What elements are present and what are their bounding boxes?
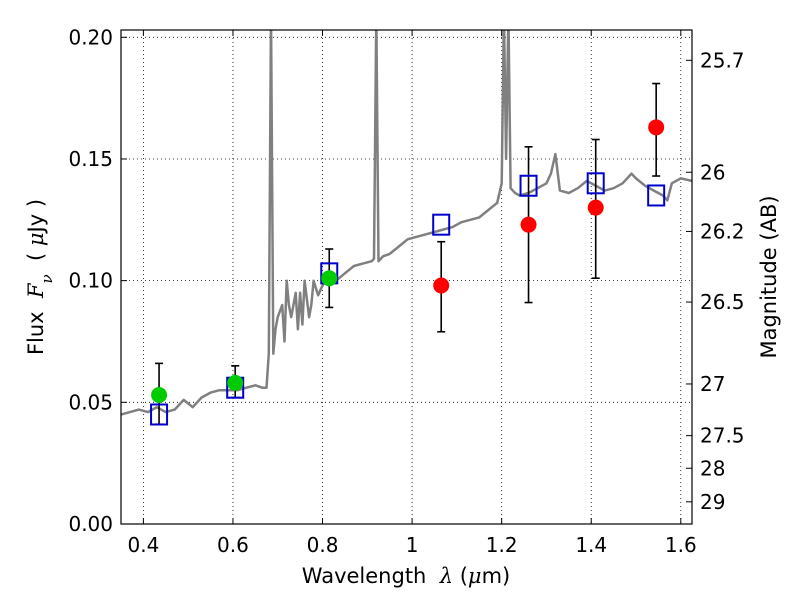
y-right-tick-label: 27 — [700, 372, 725, 396]
optical-observed-point — [151, 387, 168, 404]
x-tick-label: 0.6 — [217, 533, 249, 557]
ticks — [121, 30, 692, 525]
y-axis-nu: ν — [38, 274, 56, 283]
y-axis-title-text: Flux — [24, 298, 48, 355]
y-axis-paren-open: ( — [24, 246, 48, 274]
y-tick-label: 0.20 — [68, 25, 113, 49]
x-tick-label: 0.4 — [127, 533, 159, 557]
x-tick-label: 1.2 — [486, 533, 518, 557]
nir-observed-point — [648, 119, 665, 136]
plot-background — [121, 30, 692, 524]
y-right-tick-label: 25.7 — [700, 48, 745, 72]
y-tick-label: 0.00 — [68, 512, 113, 536]
y-right-axis-title: Magnitude (AB) — [757, 195, 781, 358]
optical-observed-point — [321, 270, 338, 287]
y-tick-label: 0.10 — [68, 269, 113, 293]
y-tick-label: 0.15 — [68, 147, 113, 171]
model-square-point — [432, 213, 451, 236]
y-right-tick-label: 26.2 — [700, 219, 745, 243]
model-square-point — [150, 403, 169, 426]
x-axis-title: Wavelength λ (μm) — [302, 564, 510, 588]
optical-observed-point — [227, 374, 244, 391]
nir-observed-point — [520, 216, 537, 233]
x-axis-unit: m) — [482, 564, 511, 588]
y-right-tick-label: 26 — [700, 160, 725, 184]
tick-labels: 0.4 0.6 0.8 1 1.2 1.4 1.6 0.00 0.05 0.10 0.15 0.20 2… — [68, 25, 744, 557]
nir-observed-point — [433, 277, 450, 294]
y-right-tick-label: 28 — [700, 456, 725, 480]
x-tick-label: 0.8 — [307, 533, 339, 557]
x-tick-label: 1 — [406, 533, 419, 557]
x-axis-title-text: Wavelength — [302, 564, 440, 588]
y-tick-label: 0.05 — [68, 390, 113, 414]
y-axis-title: Flux Fν ( μJy ) — [24, 199, 56, 355]
markers — [150, 119, 666, 426]
nir-observed-point — [587, 199, 604, 216]
y-right-tick-label: 27.5 — [700, 424, 745, 448]
x-axis-paren-open: ( — [453, 564, 468, 588]
sed-model-line — [121, 30, 692, 416]
x-axis-lambda: λ — [439, 564, 453, 588]
model-square-point — [647, 184, 666, 207]
x-axis-mu: μ — [468, 564, 482, 588]
plot-frame — [120, 29, 693, 525]
y-right-tick-label: 26.5 — [700, 290, 745, 314]
y-axis-unit: Jy ) — [24, 199, 48, 235]
model-square-point — [519, 174, 538, 197]
x-tick-label: 1.4 — [575, 533, 607, 557]
y-axis-mu: μ — [24, 232, 48, 246]
y-axis-F: F — [24, 282, 48, 299]
model-square-point — [586, 172, 605, 195]
data-layer — [121, 30, 692, 416]
y-right-tick-label: 29 — [700, 490, 725, 514]
x-tick-label: 1.6 — [665, 533, 697, 557]
